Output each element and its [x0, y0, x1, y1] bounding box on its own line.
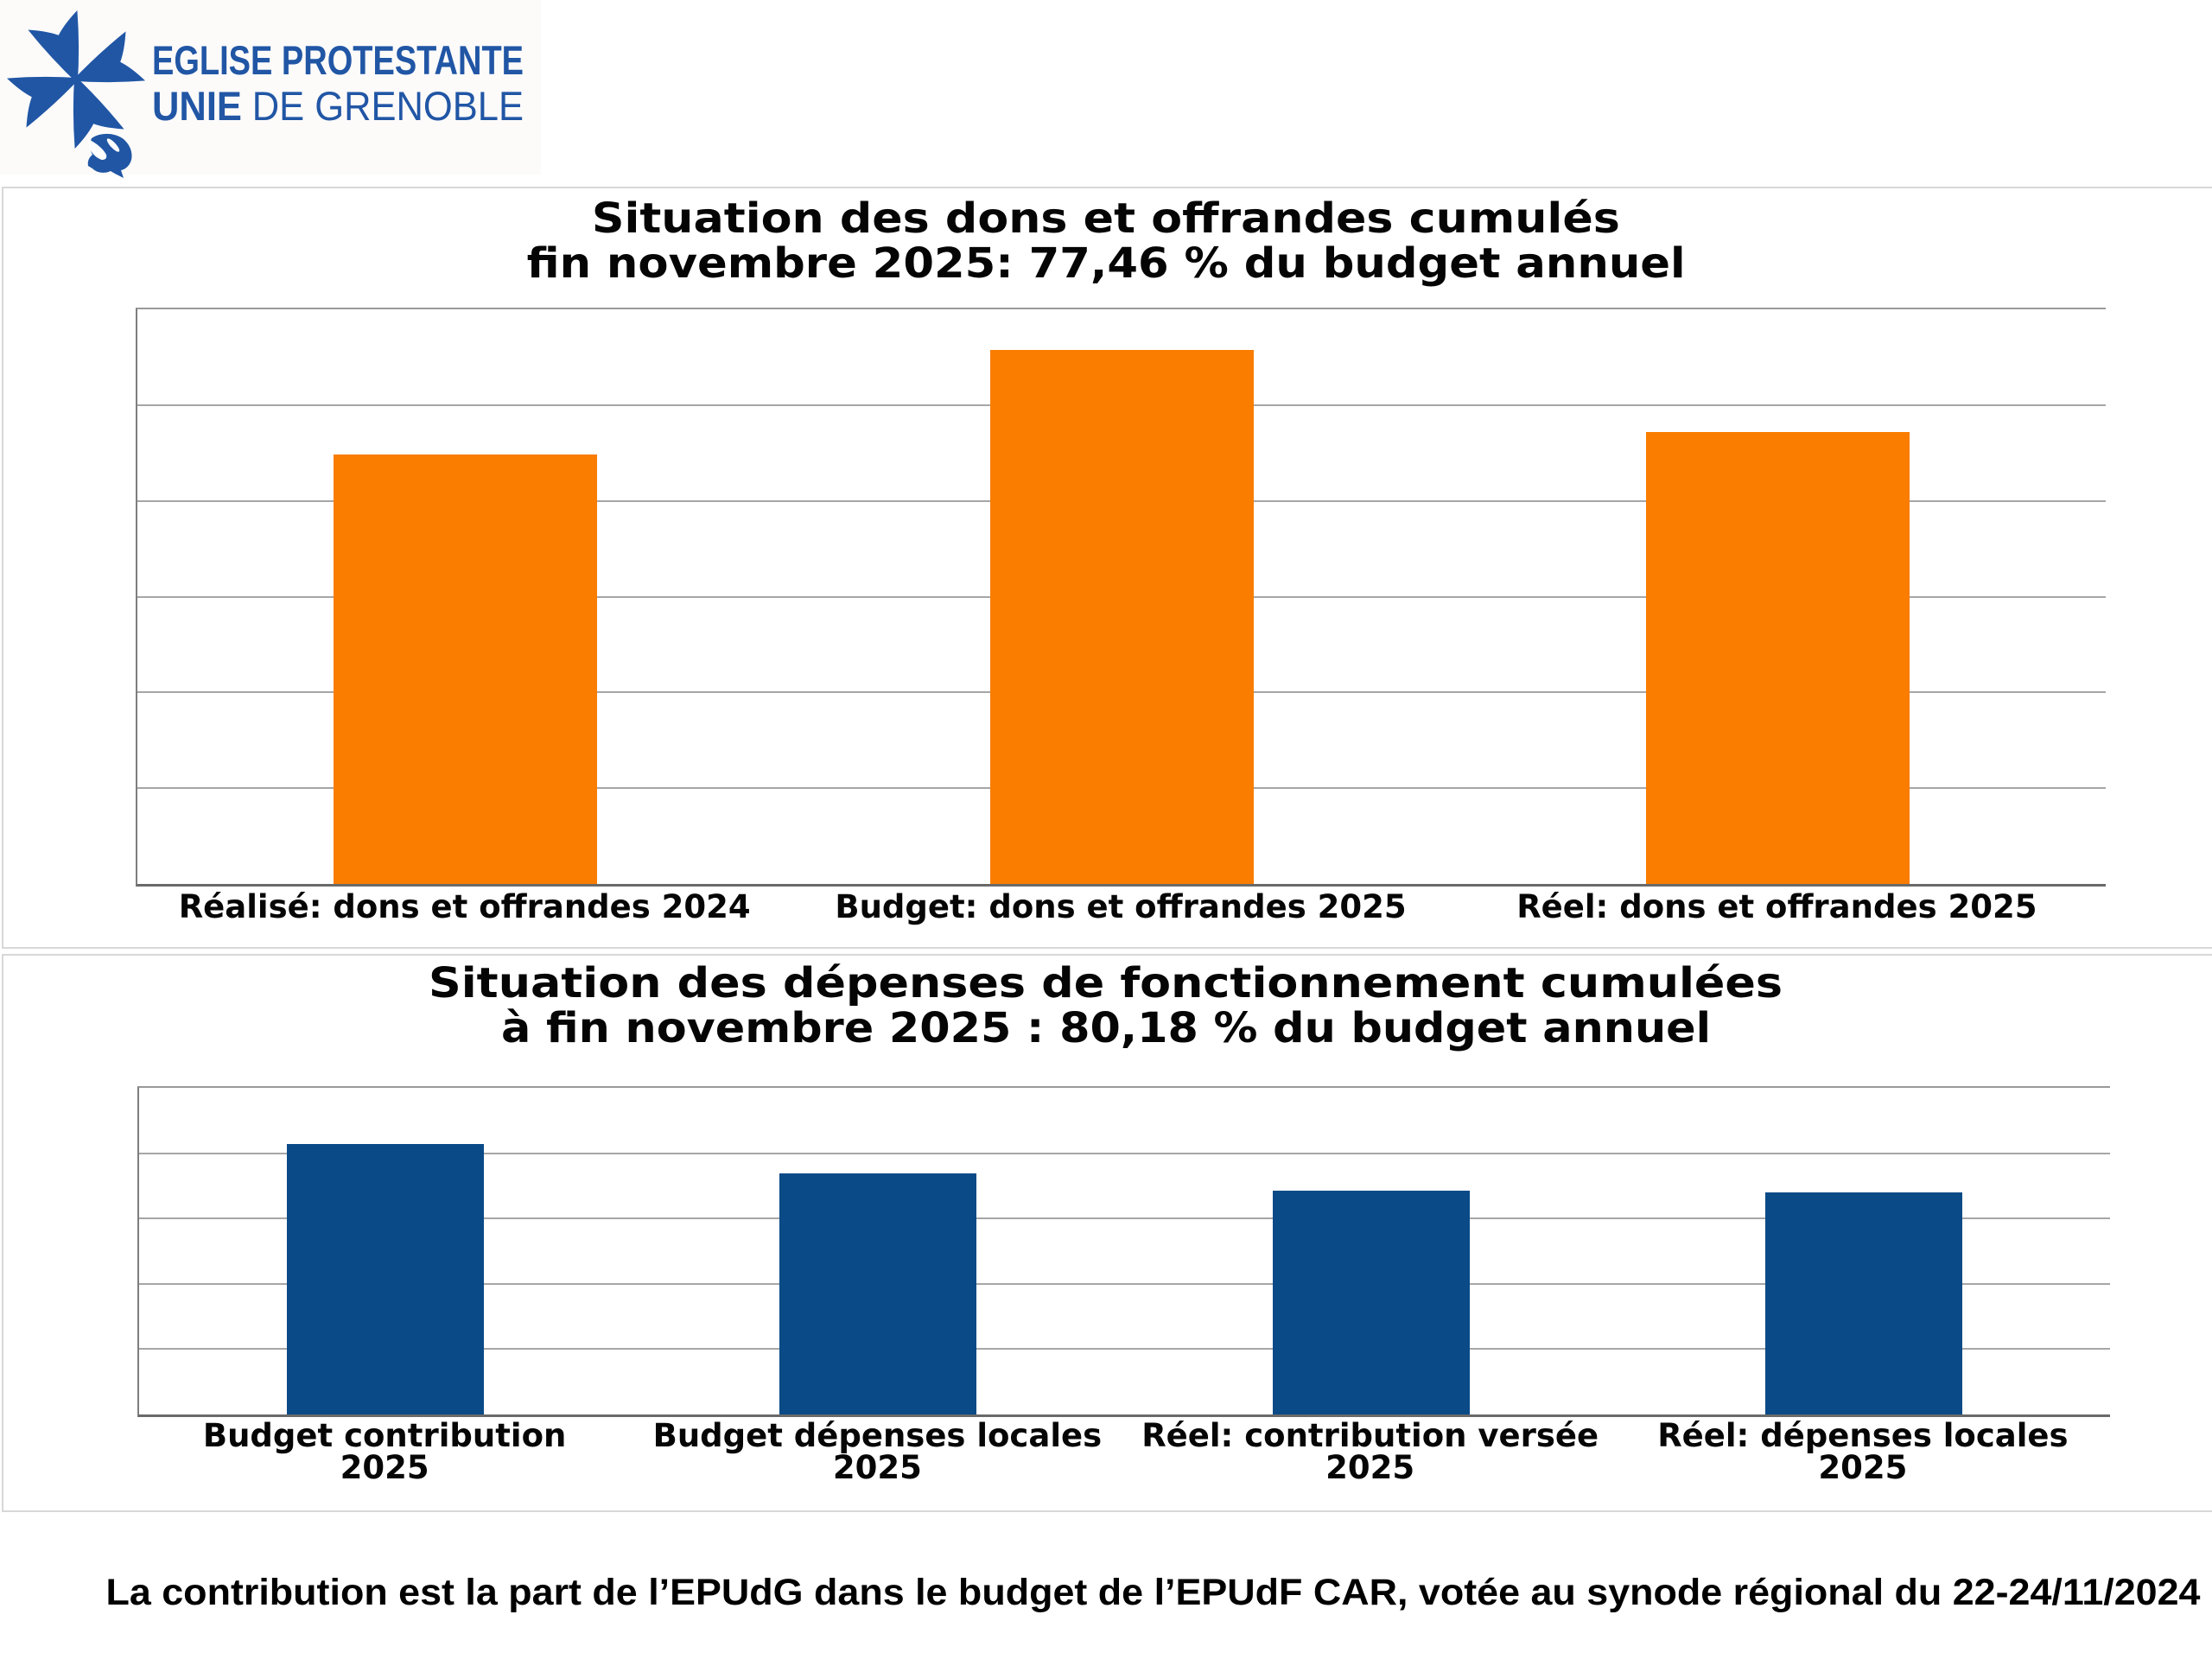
logo-line1: EGLISE PROTESTANTE: [152, 37, 524, 83]
chart1-title: Situation des dons et offrandes cumulés …: [0, 196, 2212, 286]
bar-2-3: [1272, 1191, 1470, 1414]
logo-line2-light: DE GRENOBLE: [251, 83, 524, 129]
category-label-1-2: Budget: dons et offrandes 2025: [835, 888, 1407, 925]
bar-2-2: [779, 1173, 977, 1414]
category-label-2-2: Budget dépenses locales 2025: [652, 1417, 1103, 1486]
gridline: [139, 1348, 2110, 1351]
category-label-1-1: Réalisé: dons et offrandes 2024: [178, 888, 751, 925]
bar-1-3: [1645, 431, 1910, 884]
logo-line2: UNIE DE GRENOBLE: [152, 86, 524, 126]
chart1-title-line2: fin novembre 2025: 77,46 % du budget ann…: [526, 239, 1686, 288]
category-label-2-1: Budget contribution 2025: [202, 1417, 567, 1486]
category-label-1-3: Réel: dons et offrandes 2025: [1516, 888, 2037, 925]
logo-line2-bold: UNIE: [152, 83, 242, 129]
chart1-title-line1: Situation des dons et offrandes cumulés: [591, 194, 1621, 243]
footnote-text: La contribution est la part de l’EPUdG d…: [105, 1572, 2200, 1613]
logo: EGLISE PROTESTANTE UNIE DE GRENOBLE: [0, 0, 541, 178]
chart2-title: Situation des dépenses de fonctionnement…: [0, 961, 2212, 1051]
chart1-plot-area: [136, 308, 2106, 887]
bar-2-4: [1764, 1192, 1962, 1414]
chart2-title-line1: Situation des dépenses de fonctionnement…: [429, 959, 1783, 1007]
huguenot-cross-dove-icon: [7, 10, 145, 178]
gridline: [139, 1217, 2110, 1220]
chart2-title-line2: à fin novembre 2025 : 80,18 % du budget …: [500, 1004, 1712, 1052]
category-label-2-4: Réel: dépenses locales 2025: [1657, 1417, 2069, 1486]
bar-2-1: [287, 1144, 485, 1414]
bar-1-2: [989, 349, 1254, 884]
bar-1-1: [334, 454, 598, 884]
gridline: [139, 1282, 2110, 1285]
category-label-2-3: Réel: contribution versée 2025: [1141, 1417, 1599, 1486]
chart2-plot-area: [137, 1086, 2110, 1417]
footnote: La contribution est la part de l’EPUdG d…: [93, 1571, 2212, 1614]
gridline: [139, 1152, 2110, 1154]
